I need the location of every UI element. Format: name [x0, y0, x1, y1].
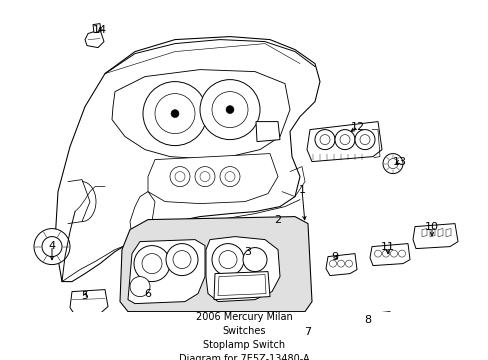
Circle shape: [42, 237, 62, 257]
Circle shape: [200, 172, 209, 181]
Circle shape: [171, 109, 179, 118]
Circle shape: [219, 251, 237, 269]
Circle shape: [345, 260, 352, 267]
Polygon shape: [359, 318, 364, 325]
Text: 13: 13: [392, 157, 406, 167]
Polygon shape: [205, 237, 280, 302]
Polygon shape: [112, 69, 289, 159]
Text: 12: 12: [350, 122, 365, 132]
Polygon shape: [437, 229, 442, 237]
Circle shape: [142, 253, 162, 274]
Circle shape: [354, 130, 374, 150]
Circle shape: [200, 80, 260, 140]
Circle shape: [130, 276, 150, 297]
Polygon shape: [383, 318, 388, 325]
Polygon shape: [375, 318, 380, 325]
Polygon shape: [93, 24, 101, 33]
Polygon shape: [214, 271, 269, 300]
Circle shape: [374, 250, 381, 257]
Text: 4: 4: [48, 240, 56, 251]
Polygon shape: [85, 30, 104, 48]
Text: 3: 3: [244, 247, 251, 257]
Text: 2006 Mercury Milan
Switches
Stoplamp Switch
Diagram for 7E5Z-13480-A: 2006 Mercury Milan Switches Stoplamp Swi…: [179, 312, 309, 360]
Circle shape: [134, 246, 170, 282]
Polygon shape: [128, 240, 204, 303]
Polygon shape: [306, 122, 381, 162]
Circle shape: [225, 105, 234, 114]
Circle shape: [334, 130, 354, 150]
Circle shape: [165, 244, 198, 276]
Polygon shape: [130, 192, 155, 242]
Polygon shape: [138, 292, 160, 316]
Circle shape: [339, 135, 349, 145]
Polygon shape: [256, 122, 280, 141]
Circle shape: [337, 260, 344, 267]
Text: 10: 10: [424, 222, 438, 231]
Circle shape: [243, 248, 266, 271]
Circle shape: [220, 167, 240, 186]
Text: 11: 11: [380, 242, 394, 252]
Text: 14: 14: [93, 24, 107, 35]
Text: 6: 6: [144, 289, 151, 298]
Circle shape: [173, 251, 191, 269]
Circle shape: [212, 91, 247, 127]
Polygon shape: [55, 37, 319, 282]
Circle shape: [398, 250, 405, 257]
Circle shape: [155, 94, 195, 134]
Polygon shape: [120, 217, 311, 312]
Circle shape: [195, 167, 215, 186]
Text: 7: 7: [304, 327, 311, 337]
Circle shape: [304, 330, 313, 341]
Polygon shape: [70, 289, 108, 314]
Polygon shape: [369, 244, 409, 266]
Text: 1: 1: [298, 185, 305, 195]
Polygon shape: [325, 253, 356, 276]
Circle shape: [329, 260, 336, 267]
Polygon shape: [412, 224, 457, 249]
Circle shape: [142, 82, 206, 145]
Circle shape: [387, 159, 397, 168]
Circle shape: [314, 130, 334, 150]
Circle shape: [212, 244, 244, 276]
Circle shape: [382, 250, 389, 257]
Text: 2: 2: [274, 215, 281, 225]
Text: 9: 9: [331, 252, 338, 262]
Polygon shape: [445, 229, 450, 237]
Text: 8: 8: [364, 315, 371, 325]
Circle shape: [390, 250, 397, 257]
Polygon shape: [148, 154, 278, 204]
Circle shape: [382, 154, 402, 174]
Polygon shape: [218, 275, 265, 296]
Text: 5: 5: [81, 291, 88, 301]
Polygon shape: [421, 229, 426, 237]
Polygon shape: [429, 229, 434, 237]
Polygon shape: [367, 318, 372, 325]
Polygon shape: [349, 312, 392, 337]
Circle shape: [359, 135, 369, 145]
Circle shape: [170, 167, 190, 186]
Circle shape: [319, 135, 329, 145]
Circle shape: [224, 172, 235, 181]
Circle shape: [34, 229, 70, 265]
Circle shape: [175, 172, 184, 181]
